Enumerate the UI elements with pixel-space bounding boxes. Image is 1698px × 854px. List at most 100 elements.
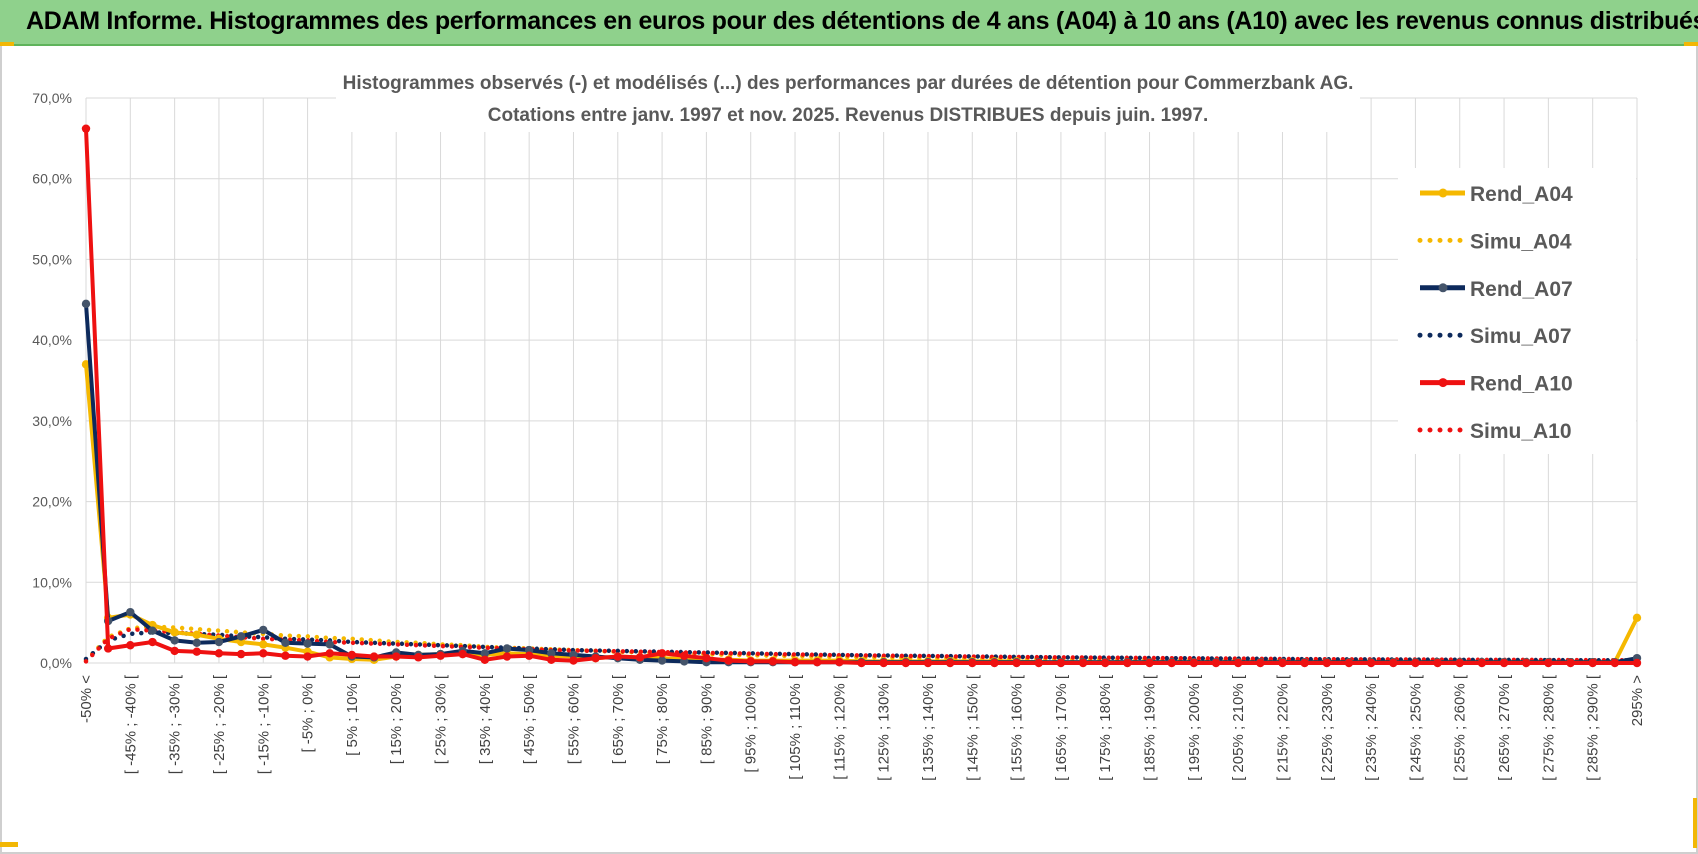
data-point xyxy=(1522,658,1531,668)
x-tick-label: [ 285% ; 290% [ xyxy=(1585,674,1602,781)
data-point xyxy=(148,637,157,647)
x-tick-label: [ -45% ; -40% [ xyxy=(122,674,139,774)
x-tick-label: [ 155% ; 160% [ xyxy=(1009,674,1026,781)
data-point xyxy=(1544,658,1553,668)
legend-entry-Simu_A10: Simu_A10 xyxy=(1417,420,1572,443)
x-tick-label: [ 195% ; 200% [ xyxy=(1186,674,1203,781)
series-line xyxy=(83,630,1640,663)
data-point xyxy=(1632,613,1642,622)
x-tick-label: [ 185% ; 190% [ xyxy=(1142,674,1159,781)
data-point xyxy=(1123,658,1132,668)
legend-entry-Simu_A04: Simu_A04 xyxy=(1417,230,1572,253)
series-Rend_A10 xyxy=(81,124,1642,668)
data-point xyxy=(1411,658,1420,668)
series-Simu_A10 xyxy=(83,626,1640,664)
data-point xyxy=(835,657,844,667)
x-tick-label: [ 85% ; 90% [ xyxy=(698,674,715,764)
data-point xyxy=(1566,658,1575,668)
data-point xyxy=(1433,658,1442,668)
x-tick-label: [ 75% ; 80% [ xyxy=(654,674,671,764)
x-tick-label: [ 105% ; 110% [ xyxy=(787,674,804,780)
data-point xyxy=(170,636,179,645)
data-point xyxy=(281,651,290,660)
data-point xyxy=(214,637,224,647)
data-point xyxy=(613,652,622,661)
data-point xyxy=(990,658,999,668)
data-point xyxy=(746,657,755,666)
y-axis-ticks: 0,0% 10,0% 20,0% 30,0% 40,0% 50,0% 60,0% 70,0% xyxy=(32,90,72,671)
x-tick-label: [ 275% ; 280% [ xyxy=(1540,674,1557,781)
x-tick-label: 295% > xyxy=(1629,675,1646,727)
legend-label: Simu_A10 xyxy=(1470,420,1572,443)
legend-label: Simu_A04 xyxy=(1470,230,1572,253)
data-point xyxy=(126,641,135,650)
data-point xyxy=(812,657,822,667)
x-tick-label: [ 225% ; 230% [ xyxy=(1319,674,1336,781)
corner-mark-top-right xyxy=(1684,42,1698,46)
data-point xyxy=(81,299,91,309)
legend-entry-Rend_A07: Rend_A07 xyxy=(1420,278,1573,301)
legend-marker xyxy=(1438,188,1448,198)
data-point xyxy=(1477,658,1487,668)
x-tick-label: -50% < xyxy=(78,675,95,723)
legend-label: Simu_A07 xyxy=(1470,325,1572,348)
data-point xyxy=(790,657,800,667)
data-point xyxy=(702,653,711,663)
series-layer xyxy=(81,124,1642,668)
x-tick-label: [ 65% ; 70% [ xyxy=(610,674,627,764)
data-point xyxy=(192,630,201,639)
data-point xyxy=(680,651,689,660)
data-point xyxy=(657,649,667,658)
data-point xyxy=(259,625,268,635)
x-tick-label: [ 265% ; 270% [ xyxy=(1496,674,1513,781)
data-point xyxy=(1233,658,1243,668)
y-tick-label: 40,0% xyxy=(32,332,72,348)
data-point xyxy=(281,638,290,648)
data-point xyxy=(1610,658,1620,668)
series-Simu_A07 xyxy=(83,630,1640,663)
data-point xyxy=(1499,658,1509,668)
x-tick-label: [ -15% ; -10% [ xyxy=(255,674,272,774)
y-tick-label: 0,0% xyxy=(40,655,72,671)
data-point xyxy=(325,649,334,658)
data-point xyxy=(524,651,534,660)
y-tick-label: 50,0% xyxy=(32,251,72,267)
data-point xyxy=(436,651,445,660)
data-point xyxy=(259,649,268,658)
data-point xyxy=(192,647,201,656)
report-banner: ADAM Informe. Histogrammes des performan… xyxy=(0,0,1698,46)
x-tick-label: [ 125% ; 130% [ xyxy=(876,674,893,781)
data-point xyxy=(414,653,423,662)
data-point xyxy=(236,649,246,659)
y-tick-label: 60,0% xyxy=(32,171,72,187)
x-tick-label: [ 35% ; 40% [ xyxy=(477,674,494,764)
data-point xyxy=(657,656,667,665)
y-tick-label: 20,0% xyxy=(32,494,72,510)
chart-subtitle: Cotations entre janv. 1997 et nov. 2025.… xyxy=(488,105,1208,126)
data-point xyxy=(1056,658,1066,668)
data-point xyxy=(81,124,91,133)
data-point xyxy=(968,658,977,668)
data-point xyxy=(1012,658,1021,668)
x-tick-label: [ 45% ; 50% [ xyxy=(521,674,538,764)
data-point xyxy=(303,652,312,661)
legend-marker xyxy=(1438,378,1448,388)
data-point xyxy=(458,649,467,659)
x-tick-label: [ 25% ; 30% [ xyxy=(433,674,450,764)
x-tick-label: [ -25% ; -20% [ xyxy=(211,674,228,774)
data-point xyxy=(502,652,512,661)
data-point xyxy=(214,649,224,658)
data-point xyxy=(1034,658,1043,668)
legend-entry-Rend_A10: Rend_A10 xyxy=(1420,373,1573,396)
legend-label: Rend_A04 xyxy=(1470,183,1573,206)
x-tick-label: [ -5% ; 0% [ xyxy=(300,674,317,752)
data-point xyxy=(1278,658,1287,668)
data-point xyxy=(768,657,778,666)
x-tick-label: [ 95% ; 100% [ xyxy=(743,674,760,772)
data-point xyxy=(192,638,201,648)
x-tick-label: [ 235% ; 240% [ xyxy=(1363,674,1380,781)
chart-title: Histogrammes observés (-) et modélisés (… xyxy=(343,73,1354,94)
data-point xyxy=(879,658,888,668)
legend-box xyxy=(1398,168,1636,454)
x-tick-label: [ 55% ; 60% [ xyxy=(565,674,582,764)
